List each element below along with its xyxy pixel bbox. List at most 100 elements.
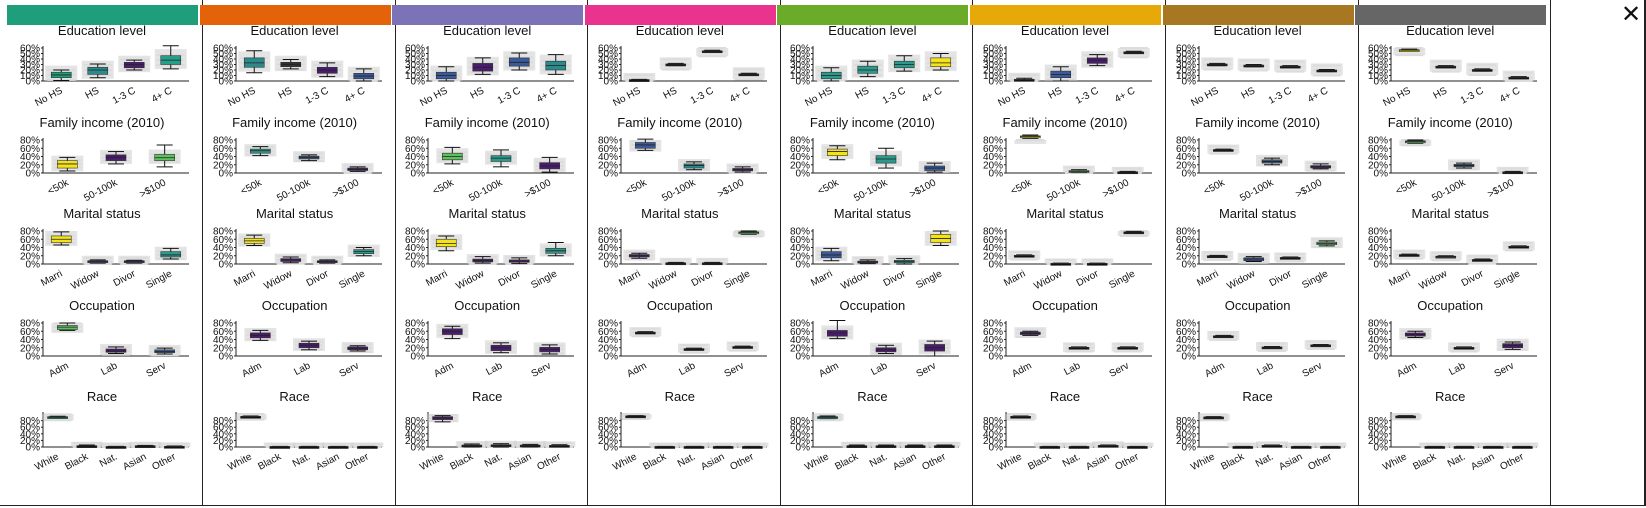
box[interactable] <box>1279 257 1301 260</box>
y-tick-label: 60% <box>213 143 233 154</box>
box[interactable] <box>1123 231 1145 235</box>
box[interactable] <box>1472 69 1493 72</box>
y-tick-label: 20% <box>405 251 425 262</box>
close-button[interactable]: ✕ <box>1619 0 1643 28</box>
reference-band <box>1063 442 1095 447</box>
box[interactable] <box>1508 245 1530 249</box>
box[interactable] <box>1206 63 1228 67</box>
x-tick-label: 1-3 C <box>881 85 908 106</box>
x-tick-label: No HS <box>996 85 1027 109</box>
box[interactable] <box>701 50 723 54</box>
cluster-color-header[interactable] <box>199 5 391 25</box>
cluster-color-header[interactable] <box>970 5 1161 25</box>
box[interactable] <box>105 348 127 353</box>
panel-title: Family income (2010) <box>809 114 935 130</box>
y-tick-label: 0% <box>1181 351 1196 362</box>
y-tick-label: 40% <box>790 335 810 346</box>
y-tick-label: 20% <box>1368 160 1388 171</box>
box[interactable] <box>436 238 457 247</box>
box[interactable] <box>1212 148 1234 152</box>
y-tick-label: 40% <box>983 243 1003 254</box>
cluster-color-header[interactable] <box>392 5 584 25</box>
box[interactable] <box>1086 57 1108 64</box>
box[interactable] <box>1212 334 1234 338</box>
y-tick-label: 60% <box>1176 423 1196 434</box>
y-tick-label: 20% <box>20 160 40 171</box>
box[interactable] <box>930 57 952 68</box>
box[interactable] <box>1472 259 1493 262</box>
box[interactable] <box>1117 170 1138 174</box>
box[interactable] <box>1435 65 1457 69</box>
x-tick-label: >$100 <box>331 177 361 200</box>
x-tick-label: Serv <box>915 360 938 379</box>
y-tick-label: 0% <box>1374 443 1389 454</box>
box[interactable] <box>160 251 182 258</box>
box[interactable] <box>827 148 849 156</box>
x-tick-label: HS <box>276 85 294 101</box>
y-tick-label: 20% <box>983 66 1003 77</box>
box[interactable] <box>249 148 271 154</box>
box[interactable] <box>490 154 512 162</box>
panel-title: Race <box>86 389 118 404</box>
box-plot: 0%20%40%60%80% <50k 50-100k >$100 <box>790 135 960 204</box>
cluster-color-header[interactable] <box>1355 5 1547 25</box>
x-tick-label: Lab <box>1062 360 1082 378</box>
box[interactable] <box>1261 346 1282 349</box>
box[interactable] <box>57 324 78 330</box>
box[interactable] <box>1243 64 1264 68</box>
x-tick-label: Asian <box>1277 451 1304 472</box>
box[interactable] <box>1013 255 1035 258</box>
cluster-color-header[interactable] <box>1162 5 1354 25</box>
y-tick-label: 60% <box>1176 235 1196 246</box>
y-tick-label: 80% <box>1368 416 1388 427</box>
box-plot: 0%10%20%30%40%50%60% No HS HS 1-3 C 4+ C <box>20 44 189 109</box>
box[interactable] <box>1279 65 1301 69</box>
y-tick-label: 10% <box>790 71 810 82</box>
box[interactable] <box>665 63 686 67</box>
box[interactable] <box>738 73 759 77</box>
box[interactable] <box>634 331 656 334</box>
box[interactable] <box>683 347 705 351</box>
box[interactable] <box>732 345 753 349</box>
cluster-color-header[interactable] <box>7 5 198 25</box>
box[interactable] <box>1117 346 1138 350</box>
panel-title: Family income (2010) <box>39 114 165 130</box>
y-tick-label: 20% <box>1176 160 1196 171</box>
box[interactable] <box>634 141 656 149</box>
box[interactable] <box>1399 254 1420 257</box>
box[interactable] <box>1013 79 1035 82</box>
bottom-border <box>0 505 1646 506</box>
box[interactable] <box>1435 255 1457 259</box>
box[interactable] <box>123 61 145 69</box>
reference-band <box>648 442 681 447</box>
cluster-color-header[interactable] <box>777 5 969 25</box>
box[interactable] <box>1453 346 1475 350</box>
box[interactable] <box>1316 69 1337 73</box>
y-tick-label: 50% <box>598 49 618 60</box>
box[interactable] <box>1309 344 1331 347</box>
y-tick-label: 0% <box>26 443 41 454</box>
box[interactable] <box>87 66 109 75</box>
box[interactable] <box>1123 51 1145 55</box>
panel-title: Family income (2010) <box>617 114 743 130</box>
y-tick-label: 0% <box>796 443 811 454</box>
box[interactable] <box>876 154 897 163</box>
box[interactable] <box>1508 76 1530 80</box>
box[interactable] <box>827 329 849 336</box>
box[interactable] <box>1206 255 1228 259</box>
box[interactable] <box>442 327 463 335</box>
box-plot: 0%20%40%60%80% Marri Widow Divor Single <box>1176 227 1345 292</box>
x-tick-label: <50k <box>431 177 456 197</box>
box[interactable] <box>1399 49 1420 52</box>
box[interactable] <box>1068 346 1090 350</box>
x-tick-label: 4+ C <box>1113 85 1137 105</box>
cluster-color-header[interactable] <box>584 5 776 25</box>
box[interactable] <box>1502 170 1524 174</box>
box[interactable] <box>57 159 78 168</box>
box[interactable] <box>701 262 723 266</box>
box[interactable] <box>683 163 705 168</box>
box[interactable] <box>105 154 127 161</box>
box-plot: 0%20%40%60%80% <50k 50-100k >$100 <box>213 135 382 204</box>
reference-band <box>129 441 162 447</box>
box[interactable] <box>665 262 686 266</box>
